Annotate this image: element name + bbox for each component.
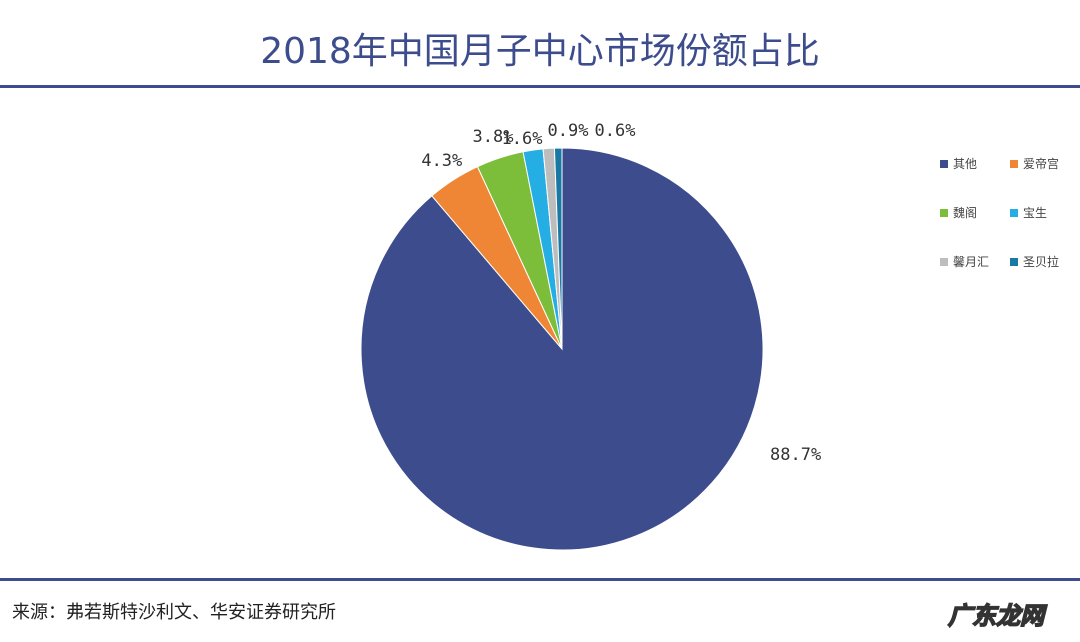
pie-slice-5 — [553, 147, 563, 350]
legend-label: 其他 — [953, 157, 978, 171]
top-divider — [0, 85, 1080, 88]
legend-label: 魏阁 — [953, 206, 978, 220]
chart-title: 2018年中国月子中心市场份额占比 — [260, 31, 820, 72]
legend-item: 宝生 — [1010, 204, 1047, 221]
legend-swatch — [940, 208, 948, 217]
legend-item: 魏阁 — [940, 204, 977, 221]
legend-item: 其他 — [940, 155, 977, 172]
legend-swatch — [940, 257, 948, 266]
legend-item: 馨月汇 — [940, 253, 989, 270]
data-label-3: 1.6% — [502, 129, 543, 149]
bottom-divider — [0, 578, 1080, 581]
legend-label: 爱帝宫 — [1023, 157, 1060, 171]
data-label-2: 3.8% — [473, 127, 514, 147]
legend-swatch — [940, 159, 948, 168]
legend-swatch — [1010, 257, 1018, 266]
legend-swatch — [1010, 208, 1018, 217]
data-label-0: 88.7% — [770, 445, 821, 465]
watermark-logo: 广东龙网 — [947, 601, 1045, 631]
data-label-1: 4.3% — [421, 151, 462, 171]
legend-label: 馨月汇 — [953, 255, 990, 269]
legend-label: 宝生 — [1023, 206, 1048, 220]
data-label-4: 0.9% — [548, 121, 589, 141]
data-label-5: 0.6% — [595, 121, 636, 141]
legend-swatch — [1010, 159, 1018, 168]
legend-item: 圣贝拉 — [1010, 253, 1059, 270]
legend-label: 圣贝拉 — [1023, 255, 1060, 269]
legend-item: 爱帝宫 — [1010, 155, 1059, 172]
source-note: 来源：弗若斯特沙利文、华安证券研究所 — [12, 602, 336, 623]
